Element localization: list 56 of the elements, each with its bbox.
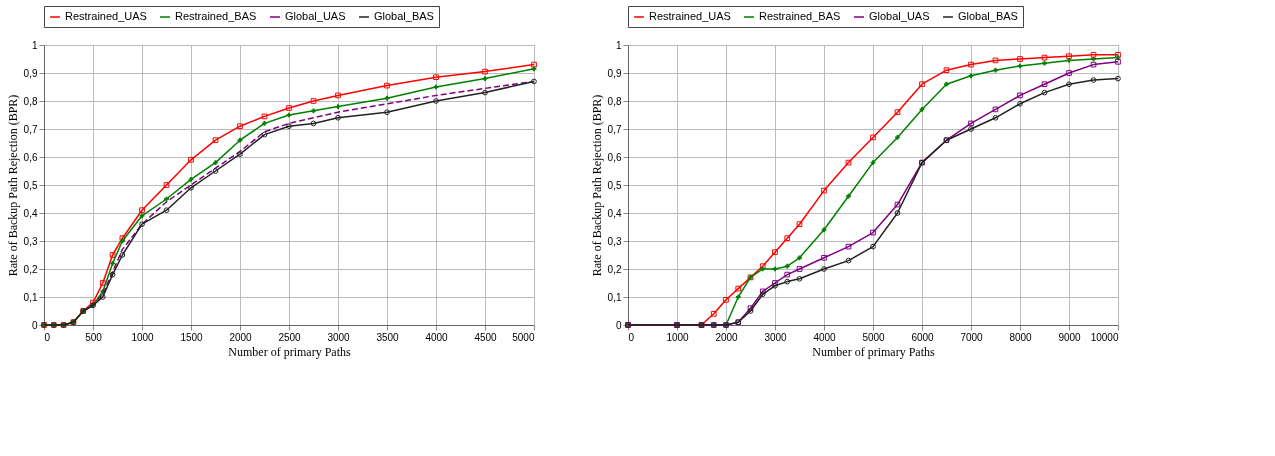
y-tick-label: 0,2 <box>607 263 622 275</box>
x-tick-label: 2500 <box>278 331 302 343</box>
x-tick-label: 1000 <box>131 331 155 343</box>
legend-label: Global_UAS <box>869 10 930 22</box>
x-tick-label: 8000 <box>1009 331 1033 343</box>
y-tick-label: 0,8 <box>23 95 38 107</box>
y-tick-label: 0,4 <box>23 207 38 219</box>
y-axis-title: Rate of Backup Path Rejection (BPR) <box>589 94 604 277</box>
y-tick-label: 0,7 <box>23 123 38 135</box>
y-tick-label: 0 <box>31 319 38 331</box>
x-tick-label: 9000 <box>1058 331 1082 343</box>
legend-label: Restrained_UAS <box>65 10 147 22</box>
x-tick-label: 3000 <box>764 331 788 343</box>
y-tick-label: 0,3 <box>607 235 622 247</box>
x-tick-label: 2000 <box>229 331 253 343</box>
y-tick-label: 0,7 <box>607 123 622 135</box>
y-tick-label: 0,9 <box>23 67 38 79</box>
x-tick-label: 0 <box>44 331 51 343</box>
x-tick-label: 6000 <box>911 331 935 343</box>
y-tick-label: 0,6 <box>607 151 622 163</box>
legend-label: Restrained_BAS <box>759 10 841 22</box>
x-tick-label: 1000 <box>666 331 690 343</box>
y-tick-label: 0,1 <box>23 291 38 303</box>
x-tick-label: 3000 <box>327 331 351 343</box>
legend-label: Global_UAS <box>285 10 346 22</box>
y-tick-label: 0,3 <box>23 235 38 247</box>
y-tick-label: 1 <box>615 39 622 51</box>
y-axis-title: Rate of Backup Path Rejection (BPR) <box>5 94 20 277</box>
x-tick-label: 4500 <box>474 331 498 343</box>
x-tick-label: 4000 <box>425 331 449 343</box>
x-axis-title: Number of primary Paths <box>228 344 351 359</box>
legend-label: Restrained_BAS <box>175 10 257 22</box>
x-tick-label: 10000 <box>1090 331 1119 343</box>
y-tick-label: 0,5 <box>607 179 622 191</box>
y-tick-label: 0,9 <box>607 67 622 79</box>
x-tick-label: 3500 <box>376 331 400 343</box>
x-tick-label: 5000 <box>862 331 886 343</box>
x-tick-label: 4000 <box>813 331 837 343</box>
y-tick-label: 0 <box>615 319 622 331</box>
y-tick-label: 0,2 <box>23 263 38 275</box>
y-tick-label: 0,6 <box>23 151 38 163</box>
legend-label: Restrained_UAS <box>649 10 731 22</box>
y-tick-label: 0,1 <box>607 291 622 303</box>
x-tick-label: 5000 <box>512 331 535 343</box>
x-tick-label: 500 <box>85 331 103 343</box>
y-tick-label: 0,5 <box>23 179 38 191</box>
x-axis-title: Number of primary Paths <box>812 344 935 359</box>
x-tick-label: 1500 <box>180 331 204 343</box>
x-tick-label: 0 <box>628 331 635 343</box>
y-tick-label: 0,8 <box>607 95 622 107</box>
x-tick-label: 7000 <box>960 331 984 343</box>
legend-label: Global_BAS <box>958 10 1018 22</box>
y-tick-label: 0,4 <box>607 207 622 219</box>
y-tick-label: 1 <box>31 39 38 51</box>
legend-label: Global_BAS <box>374 10 434 22</box>
x-tick-label: 2000 <box>715 331 739 343</box>
